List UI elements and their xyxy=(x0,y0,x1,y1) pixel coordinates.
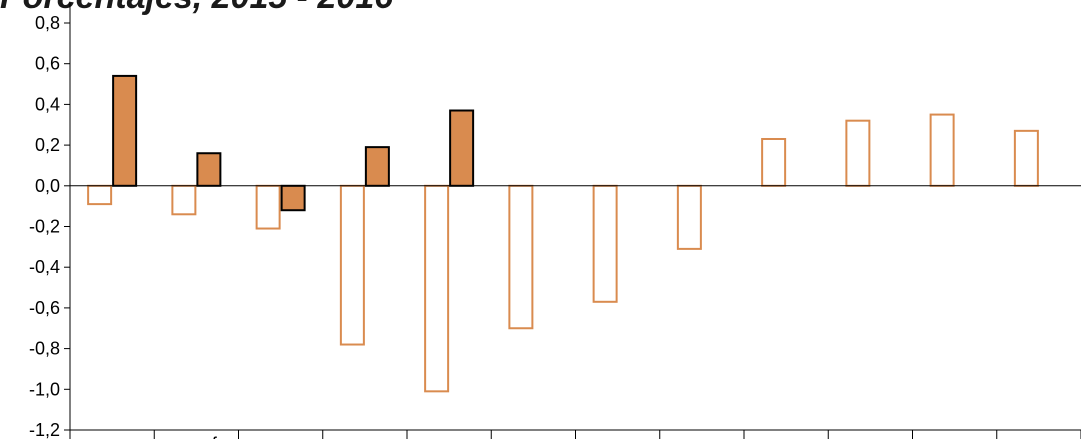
bar-outline-4 xyxy=(424,184,450,393)
bar-outline-1 xyxy=(171,184,197,216)
bar-outline-0 xyxy=(87,184,113,206)
bar-filled-4 xyxy=(449,109,475,187)
bar-outline-5 xyxy=(508,184,534,330)
chart-title: Porcentajes, 2015 - 2016 xyxy=(0,0,393,17)
y-tick-label: -1,2 xyxy=(29,420,60,439)
bar-outline-2 xyxy=(255,184,281,230)
y-tick-label: 0,4 xyxy=(35,94,60,114)
bar-filled-0 xyxy=(112,74,138,187)
bar-outline-6 xyxy=(592,184,618,303)
y-axis: 0,8 0,6 0,4 0,2 0,0 -0,2 -0,4 -0,6 -0,8 -1,0 -1,2 xyxy=(29,3,71,439)
y-tick-label: 0,0 xyxy=(35,176,60,196)
y-tick-label: 0,8 xyxy=(35,13,60,33)
y-tick-label: 0,2 xyxy=(35,135,60,155)
y-tick-label: 0,6 xyxy=(35,54,60,74)
y-tick-label: -1,0 xyxy=(29,379,60,399)
y-tick-label: -0,6 xyxy=(29,298,60,318)
bars-group xyxy=(87,74,1039,393)
bar-filled-1 xyxy=(196,152,222,187)
bar-filled-2 xyxy=(280,184,306,212)
bar-outline-8 xyxy=(761,137,787,187)
y-tick-label: -0,8 xyxy=(29,339,60,359)
bar-outline-7 xyxy=(676,184,702,250)
bar-outline-11 xyxy=(1013,129,1039,187)
y-tick-label: -0,2 xyxy=(29,217,60,237)
y-tick-label: -0,4 xyxy=(29,257,60,277)
bar-filled-3 xyxy=(364,146,390,187)
x-category-label: f xyxy=(212,434,218,439)
bar-outline-10 xyxy=(929,113,955,187)
bar-outline-9 xyxy=(845,119,871,187)
bar-outline-3 xyxy=(339,184,365,346)
x-axis: f xyxy=(69,185,1081,439)
